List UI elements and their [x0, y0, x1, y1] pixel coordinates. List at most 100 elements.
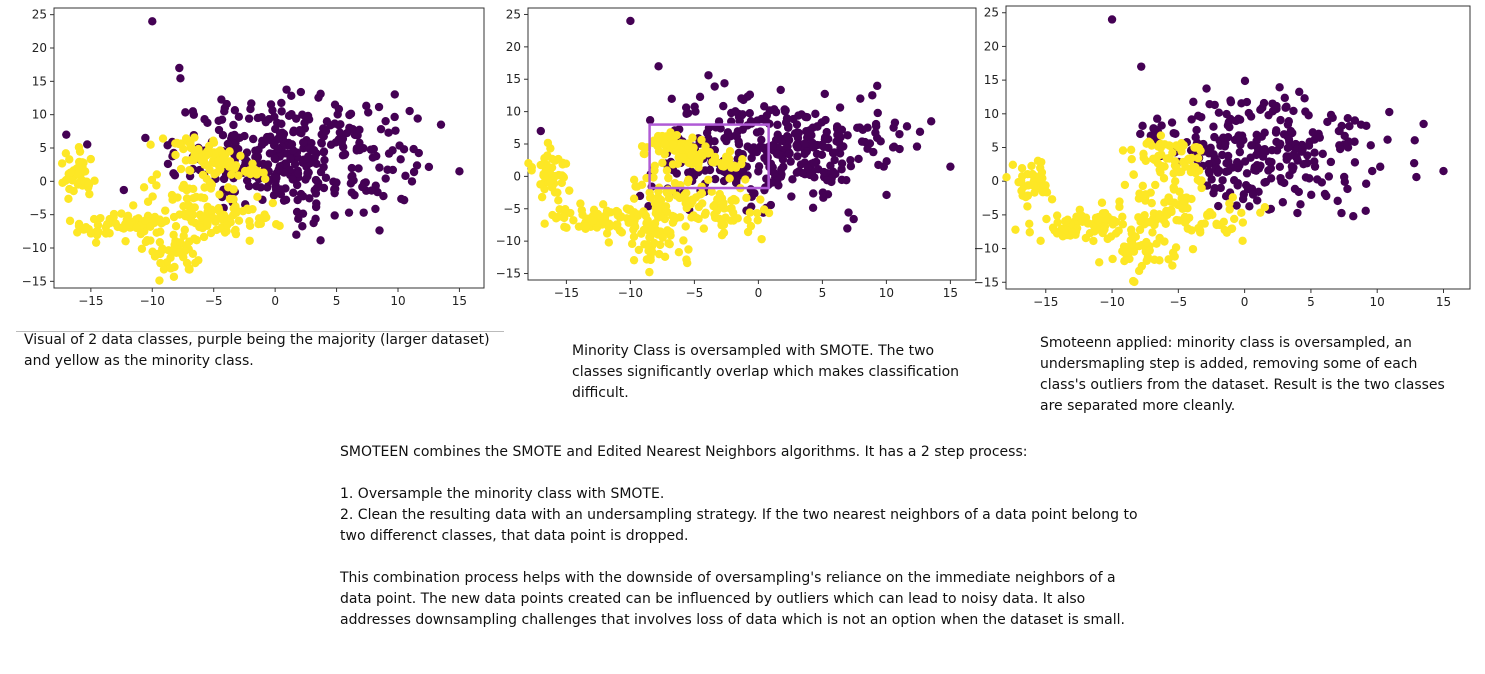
majority-class-point [763, 157, 772, 166]
majority-class-point [771, 107, 781, 117]
majority-class-point [312, 199, 321, 208]
majority-class-point [1326, 110, 1336, 120]
x-tick-label: 5 [333, 294, 341, 308]
minority-class-point [139, 183, 149, 192]
minority-class-point [1108, 254, 1117, 264]
majority-class-point [792, 142, 802, 151]
majority-class-point [330, 100, 340, 109]
majority-class-point [289, 146, 298, 155]
majority-class-point [170, 171, 180, 180]
majority-class-point [720, 79, 729, 88]
minority-class-point [553, 212, 563, 222]
majority-class-point [200, 115, 209, 124]
minority-class-point [1225, 199, 1234, 208]
minority-class-point [1027, 161, 1036, 171]
caption-original: Visual of 2 data classes, purple being t… [24, 332, 490, 369]
minority-class-point [1143, 253, 1153, 262]
minority-class-point [662, 166, 672, 175]
majority-class-point [372, 151, 381, 161]
minority-class-point [101, 229, 111, 238]
minority-class-point [646, 255, 655, 265]
majority-class-point [768, 141, 777, 150]
x-tick-label: −10 [1099, 295, 1124, 309]
minority-class-point [188, 249, 198, 259]
majority-class-point [284, 111, 294, 121]
majority-class-point [1233, 181, 1242, 190]
minority-class-point [65, 155, 74, 164]
minority-class-point [538, 160, 547, 169]
majority-class-point [819, 167, 829, 177]
majority-class-point [409, 167, 419, 177]
minority-class-point [540, 219, 549, 228]
majority-class-point [1283, 143, 1293, 153]
minority-class-point [663, 226, 672, 235]
minority-class-point [211, 217, 220, 226]
minority-class-point [181, 134, 191, 143]
y-tick-label: 10 [506, 105, 521, 119]
minority-class-point [720, 159, 729, 168]
y-tick-label: 5 [39, 141, 47, 155]
majority-class-point [785, 149, 794, 158]
minority-class-point [184, 200, 193, 210]
minority-class-point [664, 173, 673, 183]
minority-class-point [236, 151, 245, 161]
minority-class-point [654, 227, 663, 236]
majority-class-point [871, 119, 881, 129]
minority-class-point [223, 220, 232, 230]
majority-class-point [319, 183, 329, 193]
x-tick-label: 0 [1241, 295, 1249, 309]
explanation-closing: This combination process helps with the … [340, 570, 1125, 628]
majority-class-point [1247, 141, 1256, 150]
scatter-plot-smoteenn-svg: −15 −10 −5 0 5 10 15 −15 −10 −5 0 5 10 15 20 25 [974, 5, 1471, 309]
majority-class-point [384, 149, 394, 158]
minority-class-point [687, 195, 697, 204]
majority-class-point [375, 226, 384, 235]
minority-class-point [81, 223, 91, 232]
majority-class-point [291, 114, 301, 123]
majority-class-point [704, 71, 713, 80]
majority-class-point [774, 150, 783, 159]
majority-class-point [1218, 176, 1227, 185]
majority-class-point [1290, 184, 1300, 194]
minority-class-point [1152, 239, 1161, 248]
majority-class-point [436, 120, 446, 129]
majority-class-point [843, 224, 852, 233]
minority-class-point [683, 141, 693, 150]
majority-class-point [812, 149, 822, 159]
majority-class-point [731, 131, 740, 140]
minority-class-point [1084, 219, 1093, 228]
minority-class-point [565, 186, 574, 195]
majority-class-point [270, 112, 279, 121]
majority-class-point [738, 110, 747, 119]
majority-class-point [1232, 158, 1242, 167]
minority-class-point [173, 193, 182, 202]
minority-class-point [242, 167, 251, 177]
minority-class-point [143, 197, 153, 206]
minority-class-point [1150, 220, 1159, 229]
majority-class-point [1235, 147, 1245, 157]
minority-class-point [1178, 204, 1187, 213]
majority-class-point [407, 177, 417, 186]
majority-class-point [773, 120, 782, 130]
majority-class-point [294, 214, 303, 223]
minority-class-point [688, 133, 697, 142]
majority-class-point [1250, 163, 1259, 172]
minority-class-point [225, 194, 235, 204]
majority-class-point [822, 175, 832, 185]
majority-class-point [330, 211, 339, 220]
majority-class-point [745, 90, 755, 99]
minority-class-point [1035, 174, 1044, 184]
majority-class-point [270, 154, 279, 163]
minority-class-point [1098, 209, 1108, 218]
majority-class-point [311, 175, 321, 185]
majority-class-point [273, 144, 283, 153]
y-tick-label: −10 [496, 234, 521, 248]
majority-class-point [711, 174, 720, 184]
majority-class-point [263, 160, 273, 169]
minority-class-point [234, 171, 243, 180]
majority-class-point [303, 153, 312, 163]
minority-class-point [1052, 211, 1062, 220]
majority-class-point [1236, 140, 1245, 149]
minority-class-point [125, 220, 134, 230]
minority-class-point [1166, 197, 1176, 207]
